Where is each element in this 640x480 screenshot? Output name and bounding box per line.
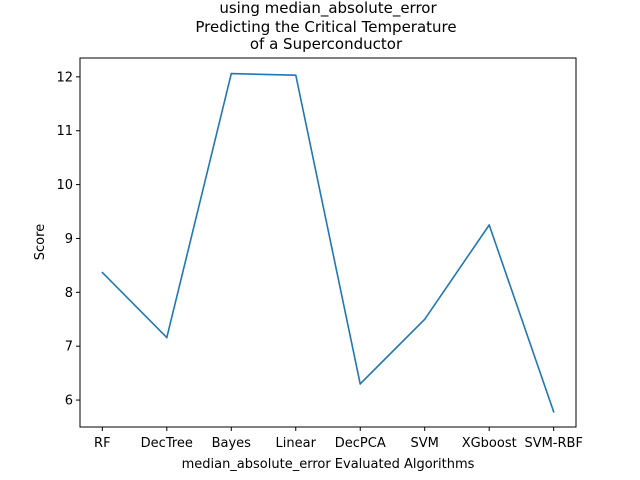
x-tick-label: SVM — [411, 436, 439, 451]
x-axis-label: median_absolute_error Evaluated Algorith… — [182, 457, 475, 472]
plot-area — [79, 57, 577, 428]
series-group — [101, 72, 555, 413]
data-point — [101, 271, 104, 274]
data-point — [230, 72, 233, 75]
data-point — [294, 74, 297, 77]
y-axis-label: Score — [33, 224, 48, 260]
y-tick-label: 6 — [65, 394, 73, 409]
x-tick-label: DecTree — [141, 436, 193, 451]
y-tick-label: 10 — [56, 178, 73, 193]
chart-title-line-2: Predicting the Critical Temperature — [195, 18, 456, 36]
x-tick-label: XGboost — [462, 436, 517, 451]
y-tick-label: 9 — [65, 232, 73, 247]
data-point — [166, 336, 168, 339]
data-point — [488, 224, 491, 226]
y-tick-label: 12 — [56, 70, 73, 85]
data-point — [552, 411, 555, 413]
series-line — [101, 72, 555, 413]
x-tick-label: Bayes — [212, 436, 252, 451]
chart-title-line-1: using median_absolute_error — [219, 0, 437, 18]
x-tick-label: SVM-RBF — [524, 436, 582, 451]
data-point — [359, 383, 362, 385]
chart-title: using median_absolute_error Predicting t… — [195, 0, 456, 53]
y-tick-label: 8 — [65, 286, 73, 301]
data-point — [423, 318, 426, 321]
x-axis: RF DecTree Bayes Linear DecPCA SVM XGboost SVM-… — [94, 427, 583, 451]
y-tick-label: 11 — [56, 124, 73, 139]
x-tick-label: DecPCA — [335, 436, 386, 451]
chart-title-line-3: of a Superconductor — [250, 35, 403, 53]
y-axis: 6 7 8 9 10 11 12 — [56, 70, 80, 409]
x-tick-label: Linear — [276, 436, 317, 451]
y-tick-label: 7 — [65, 340, 73, 355]
x-tick-label: RF — [94, 436, 111, 451]
